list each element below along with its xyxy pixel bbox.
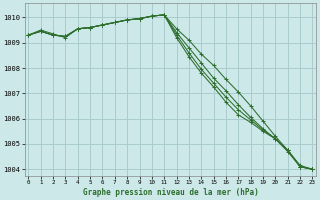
X-axis label: Graphe pression niveau de la mer (hPa): Graphe pression niveau de la mer (hPa) (83, 188, 258, 197)
